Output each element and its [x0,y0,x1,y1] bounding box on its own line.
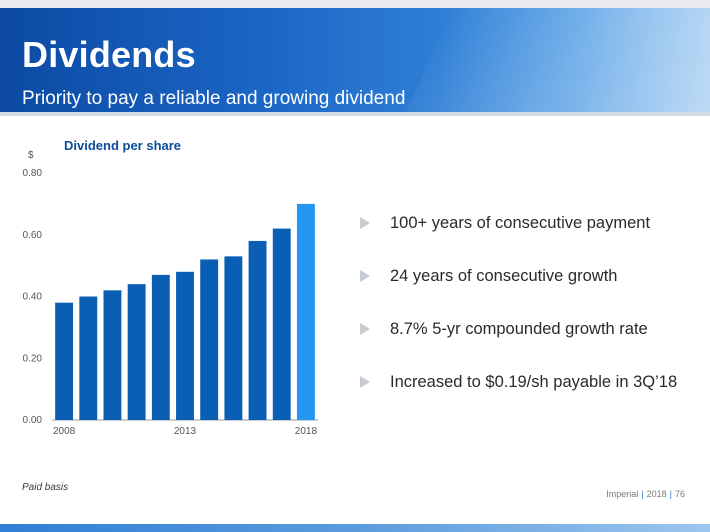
bullet-item: 24 years of consecutive growth [360,261,677,314]
bullet-item: 100+ years of consecutive payment [360,208,677,261]
x-tick-label: 2013 [174,426,197,437]
page-title: Dividends [22,34,196,75]
bar-2009 [79,296,98,420]
triangle-bullet-icon [360,323,370,335]
bottom-strip [0,524,710,532]
x-tick-label: 2008 [53,426,76,437]
x-axis-ticks: 2008 2013 2018 [53,426,318,437]
bullet-text: 8.7% 5-yr compounded growth rate [390,320,648,338]
bar-2008 [55,302,74,420]
page-number: 76 [674,489,685,499]
y-tick-label: 0.80 [23,168,43,179]
bar-2014 [200,259,219,420]
title-banner: Dividends Priority to pay a reliable and… [0,8,710,112]
x-tick-label: 2018 [295,426,318,437]
top-strip [0,0,710,8]
footer-company: Imperial [606,489,639,499]
y-axis-ticks: 0.00 0.20 0.40 0.60 0.80 [23,168,43,426]
triangle-bullet-icon [360,270,370,282]
bullet-list: 100+ years of consecutive payment 24 yea… [360,208,677,420]
bars-group [55,203,315,420]
bar-2017 [272,228,291,420]
bar-2016 [248,240,267,420]
footer-divider: | [669,489,672,499]
triangle-bullet-icon [360,217,370,229]
bar-2011 [127,284,146,420]
y-tick-label: 0.00 [23,415,43,426]
y-tick-label: 0.40 [23,292,43,303]
y-tick-label: 0.20 [23,353,43,364]
footer: Imperial | 2018 | 76 [606,489,685,499]
footer-divider: | [641,489,644,499]
bar-2018 [296,203,315,420]
y-axis-unit-label: $ [28,150,34,161]
bar-2013 [176,271,194,420]
y-tick-label: 0.60 [23,230,43,241]
banner-divider [0,112,710,116]
dividend-bar-chart: Dividend per share $ 0.00 0.20 0.40 0.60 0.8… [23,138,318,437]
footer-year: 2018 [646,489,667,499]
bullet-text: Increased to $0.19/sh payable in 3Q’18 [390,373,678,391]
footnote: Paid basis [22,482,69,493]
triangle-bullet-icon [360,376,370,388]
bullet-text: 24 years of consecutive growth [390,267,618,285]
page-subtitle: Priority to pay a reliable and growing d… [22,88,406,109]
bullet-item: 8.7% 5-yr compounded growth rate [360,314,677,367]
bullet-item: Increased to $0.19/sh payable in 3Q’18 [360,367,677,420]
chart-title: Dividend per share [64,138,181,153]
bar-2010 [103,290,122,420]
bullet-text: 100+ years of consecutive payment [390,214,651,232]
bar-2015 [224,256,243,420]
bar-2012 [151,274,170,420]
